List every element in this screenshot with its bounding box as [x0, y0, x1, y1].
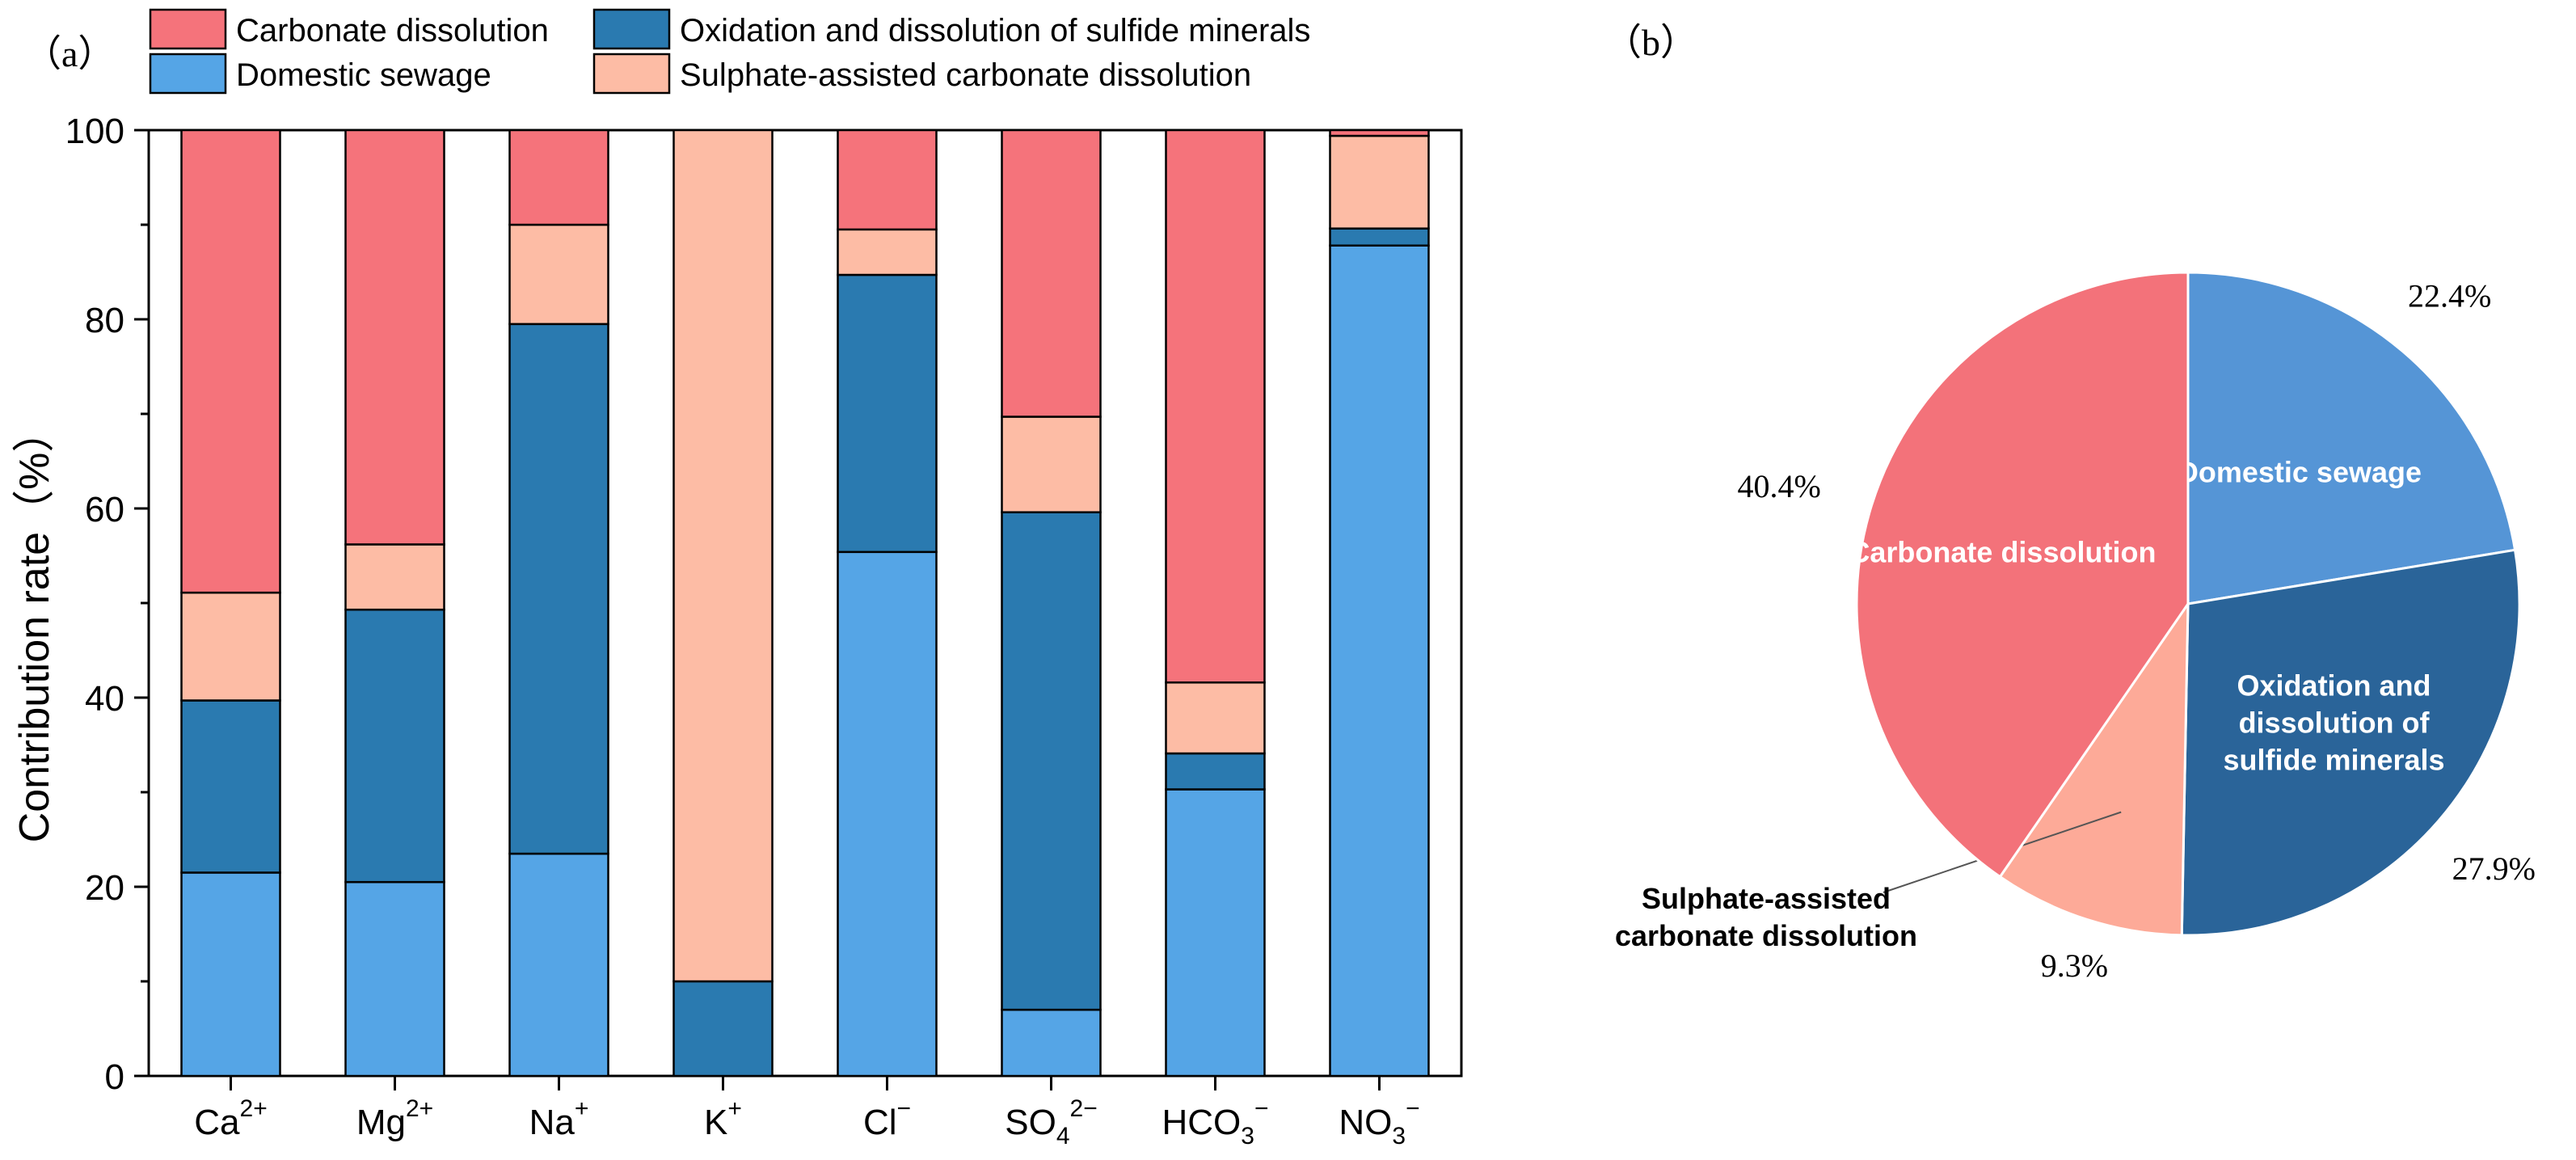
x-tick-label: NO3−: [1339, 1095, 1419, 1149]
x-tick-label: Cl−: [863, 1095, 911, 1142]
bar-segment: [672, 980, 774, 1078]
pie-slices: 22.4% Domestic sewage 27.9% Oxidation and di…: [1615, 271, 2536, 984]
legend-label: Carbonate dissolution: [236, 13, 549, 49]
pie-slice: [1855, 271, 2190, 879]
pie-category-label: Domestic sewage: [2178, 455, 2422, 488]
pie-percent-label: 9.3%: [2041, 947, 2108, 984]
pie-percent-label: 27.9%: [2452, 850, 2536, 887]
stacked-bar-chart: （a） Carbonate dissolution Oxidation and d…: [11, 8, 1463, 1149]
legend-swatch: [592, 8, 671, 50]
y-tick-label: 100: [65, 112, 124, 151]
bar-segment: [508, 223, 609, 326]
x-tick-label: HCO3−: [1162, 1095, 1269, 1149]
bar-segment: [837, 273, 938, 554]
legend-label: Oxidation and dissolution of sulfide min…: [680, 13, 1310, 49]
bar-segment: [837, 129, 938, 231]
bar-segment: [508, 129, 609, 226]
bar-segment: [1165, 788, 1266, 1078]
pie-chart: （b） 22.4% Domestic sewage 27.9% Oxidation a…: [1604, 22, 2536, 984]
bar-segment: [344, 608, 445, 884]
bar-segment: [344, 543, 445, 611]
bar-segment: [508, 323, 609, 855]
legend-label: Domestic sewage: [236, 57, 491, 93]
bar-segment: [1329, 244, 1430, 1078]
x-tick-label: Na+: [529, 1095, 589, 1142]
x-tick-label: K+: [704, 1095, 742, 1142]
x-tick-label: Ca2+: [194, 1095, 267, 1142]
pie-slice: [2180, 548, 2521, 937]
bar-segment: [837, 550, 938, 1078]
bar-segment: [1165, 129, 1266, 684]
x-tick-label: SO42−: [1005, 1095, 1097, 1149]
bar-segment: [180, 129, 281, 594]
bar-segment: [1165, 681, 1266, 755]
bar-segment: [180, 871, 281, 1078]
bar-segment: [180, 699, 281, 874]
x-tick-label: Mg2+: [356, 1095, 433, 1142]
panel-label-a: （a）: [24, 33, 115, 74]
bar-segment: [1001, 1008, 1102, 1078]
pie-slice: [1998, 600, 2190, 937]
pie-percent-label: 22.4%: [2408, 278, 2491, 314]
pie-category-label: Oxidation and dissolution of sulfide miner…: [2223, 669, 2444, 777]
pie-slice: [2186, 271, 2517, 605]
bar-legend: Carbonate dissolution Oxidation and disso…: [149, 8, 1310, 95]
bar-segment: [1001, 415, 1102, 513]
bar-segment: [344, 880, 445, 1078]
y-tick-label: 80: [85, 301, 124, 340]
bar-segment: [508, 852, 609, 1078]
bar-segment: [837, 228, 938, 276]
pie-category-label: Sulphate-assisted carbonate dissolution: [1615, 882, 1917, 952]
bar-segment: [1329, 134, 1430, 230]
bar-segment: [1165, 752, 1266, 791]
legend-label: Sulphate-assisted carbonate dissolution: [680, 57, 1251, 93]
pie-percent-label: 40.4%: [1738, 468, 1821, 504]
bar-segment: [1001, 129, 1102, 418]
legend-swatch: [149, 8, 227, 50]
bar-plot-area: 0 20 40 60 80 100 Ca2+ Mg2+ Na+ K+ Cl− SO42− HCO3− NO…: [65, 112, 1463, 1149]
legend-swatch: [149, 53, 227, 95]
y-tick-label: 60: [85, 490, 124, 529]
bar-segment: [344, 129, 445, 546]
bar-segment: [1329, 227, 1430, 247]
bar-segment: [672, 129, 774, 983]
y-tick-label: 0: [105, 1057, 124, 1097]
panel-label-b: （b）: [1604, 22, 1697, 63]
y-tick-label: 20: [85, 868, 124, 908]
legend-swatch: [592, 53, 671, 95]
bar-segment: [180, 591, 281, 702]
y-tick-label: 40: [85, 679, 124, 719]
bar-segment: [1329, 129, 1430, 137]
pie-category-label: Carbonate dissolution: [1849, 536, 2156, 569]
y-axis-label: Contribution rate（%）: [11, 411, 58, 843]
bar-segment: [1001, 511, 1102, 1011]
